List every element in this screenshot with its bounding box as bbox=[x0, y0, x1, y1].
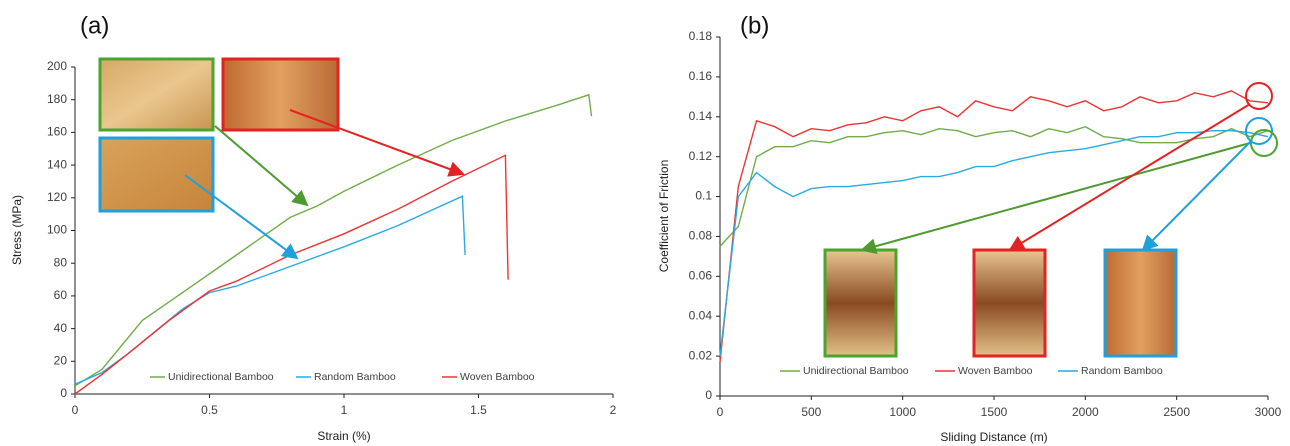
y-tick-label: 120 bbox=[47, 190, 67, 204]
series-line bbox=[74, 154, 509, 395]
y-tick-label: 140 bbox=[47, 157, 67, 171]
panel-label: (b) bbox=[740, 12, 769, 39]
y-tick-label: 0.16 bbox=[689, 69, 713, 83]
arrow bbox=[214, 125, 309, 207]
arrow bbox=[1141, 139, 1253, 252]
inset-photo bbox=[98, 57, 215, 132]
inset-photo bbox=[972, 248, 1047, 358]
y-tick-label: 0.1 bbox=[695, 189, 712, 203]
x-tick-label: 1000 bbox=[889, 405, 916, 419]
legend-label: Unidirectional Bamboo bbox=[168, 371, 274, 383]
x-tick-label: 0 bbox=[72, 403, 79, 417]
x-tick-label: 1.5 bbox=[470, 403, 487, 417]
legend-label: Random Bamboo bbox=[314, 371, 396, 383]
y-tick-label: 0.04 bbox=[689, 308, 713, 322]
arrow bbox=[1008, 103, 1251, 252]
plot-layer: (a)Strain (%)Stress (MPa)020406080100120… bbox=[10, 12, 1281, 444]
series-line bbox=[74, 195, 466, 385]
x-axis-title: Strain (%) bbox=[317, 429, 370, 443]
inset-photo bbox=[1103, 248, 1178, 358]
series-line bbox=[719, 90, 1269, 363]
x-axis-title: Sliding Distance (m) bbox=[940, 430, 1047, 444]
inset-photo bbox=[98, 136, 215, 213]
insets bbox=[98, 57, 1278, 358]
series-line bbox=[74, 93, 593, 387]
x-tick-label: 1 bbox=[341, 403, 348, 417]
inset-photo bbox=[823, 248, 898, 358]
panel-label: (a) bbox=[80, 12, 109, 39]
y-tick-label: 160 bbox=[47, 125, 67, 139]
x-tick-label: 0 bbox=[717, 405, 724, 419]
highlight-circle bbox=[1245, 117, 1273, 145]
y-tick-label: 0 bbox=[60, 386, 67, 400]
y-tick-label: 0 bbox=[705, 388, 712, 402]
legend-label: Woven Bamboo bbox=[460, 371, 535, 383]
y-tick-label: 0.14 bbox=[689, 109, 713, 123]
legend-label: Woven Bamboo bbox=[958, 365, 1033, 377]
x-tick-label: 1500 bbox=[981, 405, 1008, 419]
y-tick-label: 40 bbox=[54, 321, 68, 335]
legend-label: Random Bamboo bbox=[1081, 365, 1163, 377]
series-line bbox=[719, 125, 1269, 247]
highlight-circle bbox=[1250, 129, 1278, 157]
y-tick-label: 0.12 bbox=[689, 149, 713, 163]
x-tick-label: 0.5 bbox=[201, 403, 218, 417]
highlight-circle bbox=[1245, 82, 1273, 110]
y-tick-label: 20 bbox=[54, 353, 68, 367]
y-tick-label: 0.18 bbox=[689, 29, 713, 43]
x-tick-label: 3000 bbox=[1255, 405, 1282, 419]
x-tick-label: 2000 bbox=[1072, 405, 1099, 419]
y-tick-label: 0.08 bbox=[689, 229, 713, 243]
y-axis-title: Coefficient of Friction bbox=[657, 160, 671, 273]
y-tick-label: 200 bbox=[47, 59, 67, 73]
arrow bbox=[860, 142, 1251, 254]
y-tick-label: 80 bbox=[54, 255, 68, 269]
x-tick-label: 500 bbox=[801, 405, 821, 419]
y-tick-label: 100 bbox=[47, 223, 67, 237]
y-tick-label: 0.02 bbox=[689, 348, 713, 362]
x-tick-label: 2500 bbox=[1163, 405, 1190, 419]
y-tick-label: 60 bbox=[54, 288, 68, 302]
y-tick-label: 0.06 bbox=[689, 269, 713, 283]
x-tick-label: 2 bbox=[610, 403, 617, 417]
inset-photo bbox=[221, 57, 340, 132]
series-line bbox=[719, 130, 1269, 357]
y-axis-title: Stress (MPa) bbox=[10, 195, 24, 265]
legend-label: Unidirectional Bamboo bbox=[803, 365, 909, 377]
y-tick-label: 180 bbox=[47, 92, 67, 106]
arrow bbox=[289, 109, 465, 177]
arrow bbox=[184, 174, 299, 260]
